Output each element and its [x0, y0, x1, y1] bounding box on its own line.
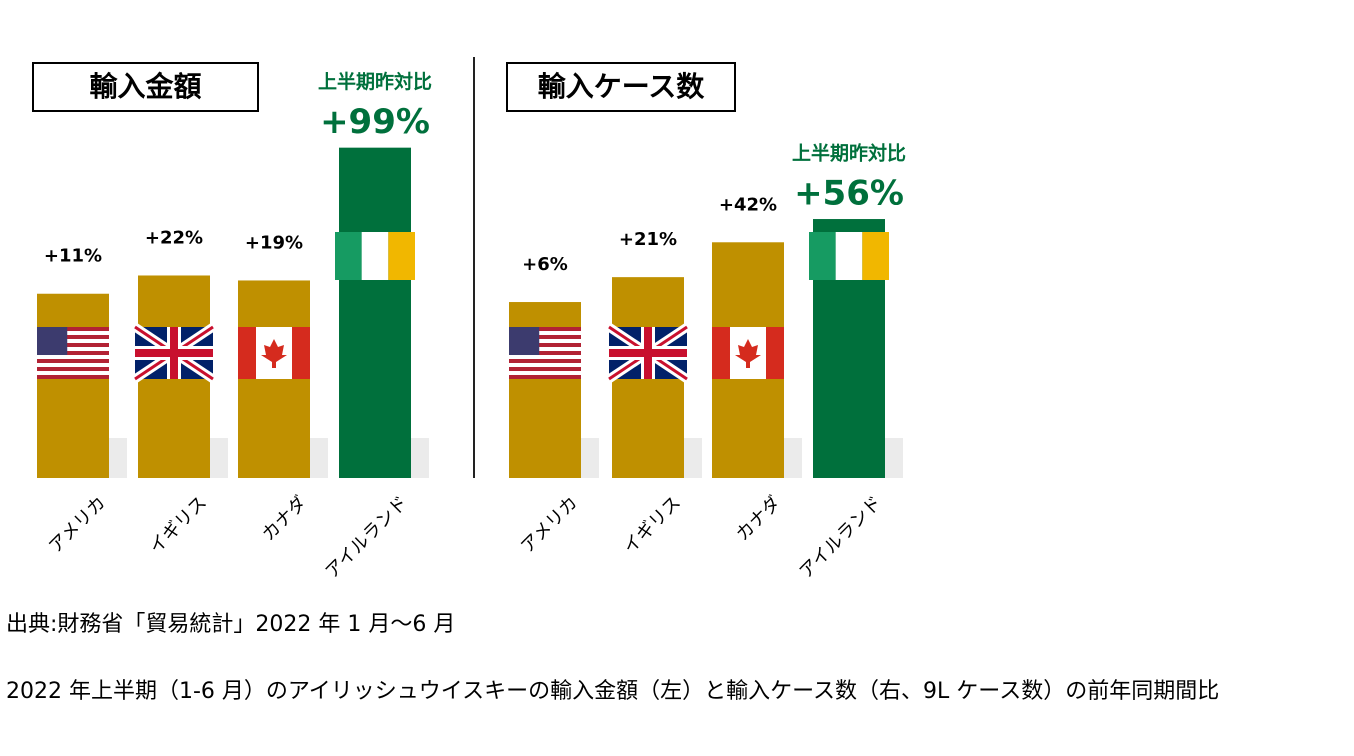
value-label: +99%: [320, 102, 430, 142]
flag-stripe: [37, 367, 109, 371]
flag-cross: [135, 349, 213, 357]
flag-cross: [609, 349, 687, 357]
flag-band: [766, 327, 784, 379]
flag-stripe: [37, 375, 109, 379]
bar: [238, 280, 310, 478]
x-tick-label: カナダ: [258, 492, 311, 545]
flag-stripe: [37, 351, 109, 355]
caption: 2022 年上半期（1-6 月）のアイリッシュウイスキーの輸入金額（左）と輸入ケ…: [6, 679, 1220, 704]
value-label: +42%: [719, 194, 777, 215]
flag-stripe: [37, 359, 109, 363]
chart-title: 輸入金額: [89, 70, 201, 103]
value-label: +6%: [522, 254, 568, 275]
flag-uk: [132, 323, 216, 383]
value-label: +11%: [44, 246, 102, 267]
value-label: +21%: [619, 229, 677, 250]
chart: 輸入金額 +11% アメリカ +22% イギリス +19% カナダ 上半期昨対比 +99% アイル…: [32, 57, 906, 583]
flag-stripe: [509, 375, 581, 379]
annotation: 上半期昨対比: [792, 142, 906, 165]
x-tick-label: カナダ: [732, 492, 785, 545]
source: 出典:財務省「貿易統計」2022 年 1 月～6 月: [6, 612, 456, 637]
flag-green: [809, 232, 836, 280]
flag-stripe: [509, 343, 581, 347]
value-label: +19%: [245, 232, 303, 253]
flag-us: [509, 327, 581, 379]
flag-stripe: [37, 335, 109, 339]
x-tick-label: アメリカ: [45, 492, 110, 557]
flag-us: [37, 327, 109, 379]
title-box: [32, 62, 259, 112]
flag-band: [292, 327, 310, 379]
flag-white: [361, 232, 389, 280]
flag-white: [835, 232, 863, 280]
flag-stripe: [509, 335, 581, 339]
flag-leaf: [261, 339, 287, 368]
flag-stripe: [509, 351, 581, 355]
flag-canton: [509, 327, 540, 355]
flag-stripe: [509, 327, 581, 331]
annotation: 上半期昨対比: [318, 70, 432, 93]
value-label: +56%: [794, 174, 904, 214]
value-label: +22%: [145, 227, 203, 248]
x-tick-label: イギリス: [145, 492, 211, 558]
x-tick-label: アイルランド: [321, 492, 412, 583]
flag-stripe: [37, 327, 109, 331]
flag-canton: [37, 327, 68, 355]
flag-stripe: [509, 359, 581, 363]
flag-green: [335, 232, 362, 280]
x-tick-label: アイルランド: [795, 492, 886, 583]
flag-ca: [238, 327, 310, 379]
x-tick-label: イギリス: [619, 492, 685, 558]
flag-band: [238, 327, 256, 379]
flag-ie: [809, 232, 889, 280]
x-tick-label: アメリカ: [517, 492, 582, 557]
flag-ie: [335, 232, 415, 280]
flag-stripe: [37, 343, 109, 347]
flag-orange: [862, 232, 889, 280]
flag-leaf: [735, 339, 761, 368]
flag-band: [712, 327, 730, 379]
flag-orange: [388, 232, 415, 280]
flag-uk: [606, 323, 690, 383]
bar: [37, 293, 109, 478]
flag-stripe: [509, 367, 581, 371]
title-box: [506, 62, 736, 112]
chart-title: 輸入ケース数: [538, 70, 706, 103]
flag-ca: [712, 327, 784, 379]
bar: [339, 147, 411, 478]
